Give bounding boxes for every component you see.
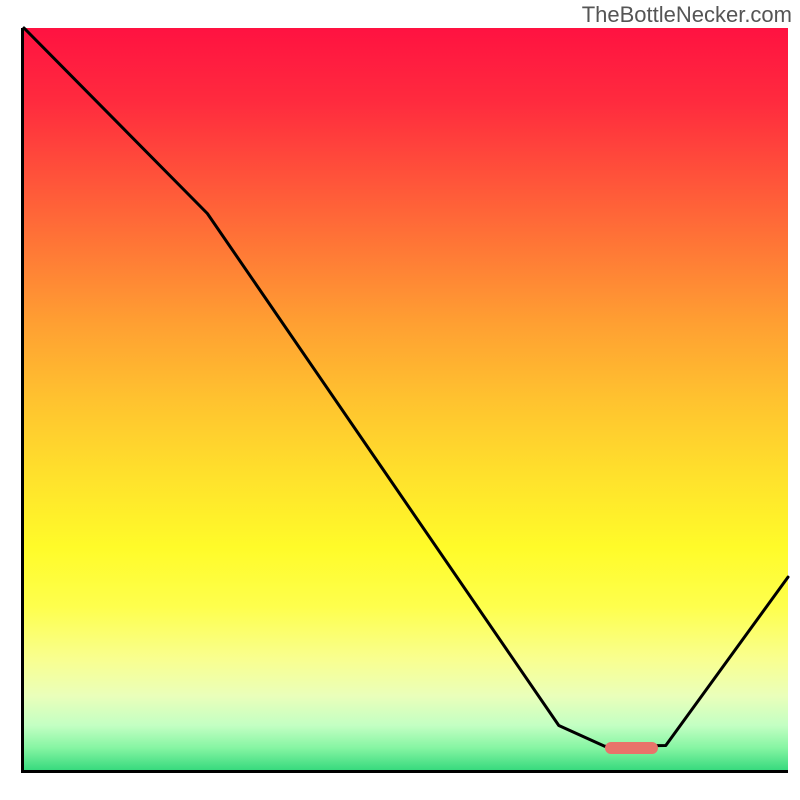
watermark-text: TheBottleNecker.com bbox=[582, 2, 792, 28]
optimal-marker bbox=[605, 742, 658, 754]
curve-path bbox=[24, 28, 788, 746]
chart-container: TheBottleNecker.com bbox=[0, 0, 800, 800]
plot-area bbox=[24, 28, 788, 770]
curve-layer bbox=[24, 28, 788, 770]
y-axis bbox=[21, 28, 24, 773]
x-axis bbox=[21, 770, 788, 773]
